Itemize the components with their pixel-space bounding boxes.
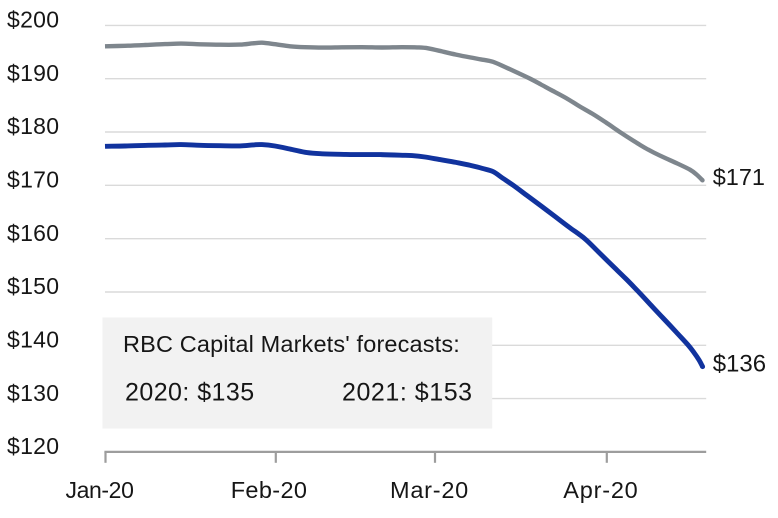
svg-text:$130: $130 [7,380,59,406]
svg-text:$171: $171 [713,164,765,190]
svg-text:$190: $190 [7,60,59,86]
svg-text:RBC Capital Markets' forecasts: RBC Capital Markets' forecasts: [123,331,460,357]
svg-text:2021: $153: 2021: $153 [342,379,473,407]
svg-text:$120: $120 [7,433,59,459]
svg-text:$180: $180 [7,113,59,139]
svg-text:$136: $136 [713,351,766,378]
svg-text:$150: $150 [7,273,59,299]
svg-text:$140: $140 [7,327,59,353]
svg-text:Jan-20: Jan-20 [66,477,134,503]
svg-text:Mar-20: Mar-20 [390,477,469,503]
svg-text:Feb-20: Feb-20 [231,477,308,503]
svg-text:2020: $135: 2020: $135 [125,379,255,407]
svg-text:$170: $170 [7,167,59,193]
svg-text:$200: $200 [7,7,59,33]
svg-text:Apr-20: Apr-20 [563,477,638,503]
svg-text:$160: $160 [7,220,59,246]
